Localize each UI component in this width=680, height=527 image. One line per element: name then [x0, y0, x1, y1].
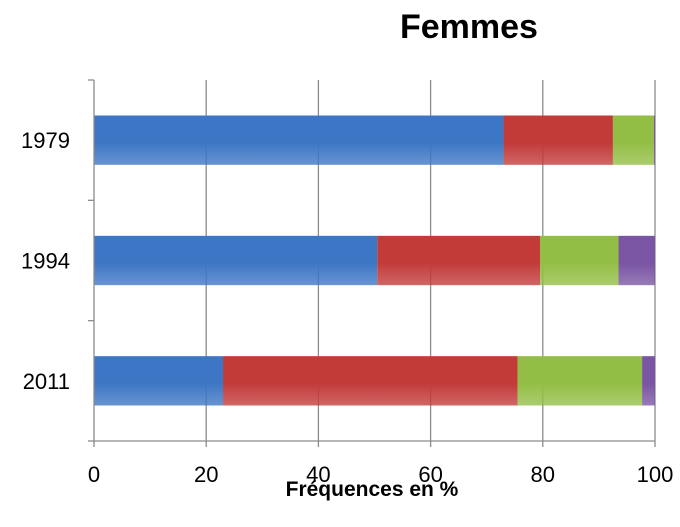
bar-1979-segment-2 [503, 115, 613, 165]
bar-2011-segment-4 [642, 356, 655, 406]
chart-title: Femmes [400, 8, 538, 46]
x-tick-label-0: 0 [88, 462, 100, 487]
x-tick-label-40: 40 [306, 462, 330, 487]
x-tick-label-100: 100 [637, 462, 674, 487]
bar-1979-segment-3 [612, 115, 654, 165]
axes [88, 79, 656, 447]
y-tick-label-1994: 1994 [21, 249, 70, 274]
bar-1994-segment-4 [618, 235, 655, 286]
x-tick-label-60: 60 [418, 462, 442, 487]
y-tick-label-2011: 2011 [23, 369, 70, 394]
bar-1979-segment-4 [653, 115, 655, 165]
bar-1994-segment-1 [94, 235, 378, 286]
bar-2011-segment-3 [517, 356, 643, 406]
x-axis-label: Fréquences en % [285, 478, 459, 501]
bar-1994-segment-3 [539, 235, 619, 286]
bar-2011-segment-2 [223, 356, 518, 406]
x-tick-label-20: 20 [194, 462, 218, 487]
bar-1994-segment-2 [377, 235, 540, 286]
y-tick-label-1979: 1979 [21, 128, 70, 153]
bars [94, 115, 655, 406]
tick-labels: 0 20 40 60 80 100 1979 1994 2011 [21, 128, 673, 487]
bar-2011-segment-1 [94, 356, 224, 406]
bar-1979-segment-1 [94, 115, 504, 165]
x-tick-label-80: 80 [531, 462, 555, 487]
